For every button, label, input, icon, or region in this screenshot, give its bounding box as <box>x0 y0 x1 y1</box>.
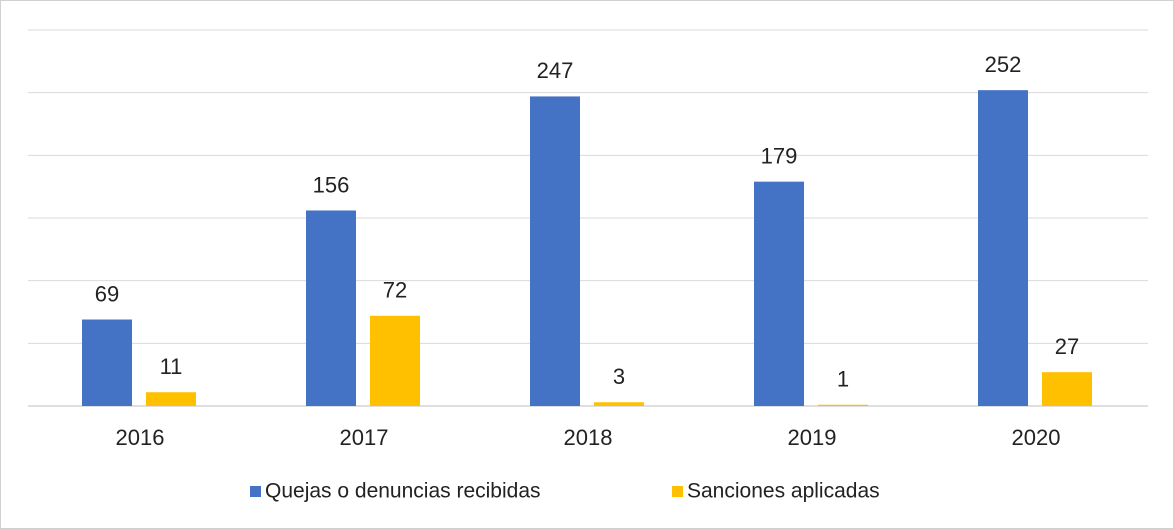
x-tick-label: 2019 <box>788 425 837 450</box>
bar <box>1042 372 1092 406</box>
x-tick-label: 2018 <box>564 425 613 450</box>
data-label: 72 <box>383 278 407 303</box>
bar <box>818 404 868 406</box>
bar <box>370 315 420 406</box>
bar <box>306 210 356 406</box>
bar <box>978 90 1028 406</box>
data-label: 69 <box>95 281 119 306</box>
data-label: 11 <box>160 354 183 379</box>
legend-label: Quejas o denuncias recibidas <box>265 480 541 503</box>
legend-swatch <box>672 486 683 497</box>
data-label: 247 <box>537 58 574 83</box>
legend-label: Sanciones aplicadas <box>687 480 880 503</box>
data-label: 3 <box>613 364 625 389</box>
data-label: 27 <box>1055 334 1079 359</box>
bar <box>146 392 196 406</box>
bar <box>82 319 132 406</box>
x-tick-label: 2016 <box>116 425 165 450</box>
x-tick-label: 2020 <box>1012 425 1061 450</box>
data-label: 179 <box>761 143 798 168</box>
bar <box>530 96 580 406</box>
data-label: 1 <box>837 367 849 392</box>
data-label: 252 <box>985 52 1022 77</box>
bar <box>754 181 804 406</box>
data-label: 156 <box>313 172 350 197</box>
x-tick-label: 2017 <box>340 425 389 450</box>
legend-swatch <box>250 486 261 497</box>
bar <box>594 402 644 406</box>
